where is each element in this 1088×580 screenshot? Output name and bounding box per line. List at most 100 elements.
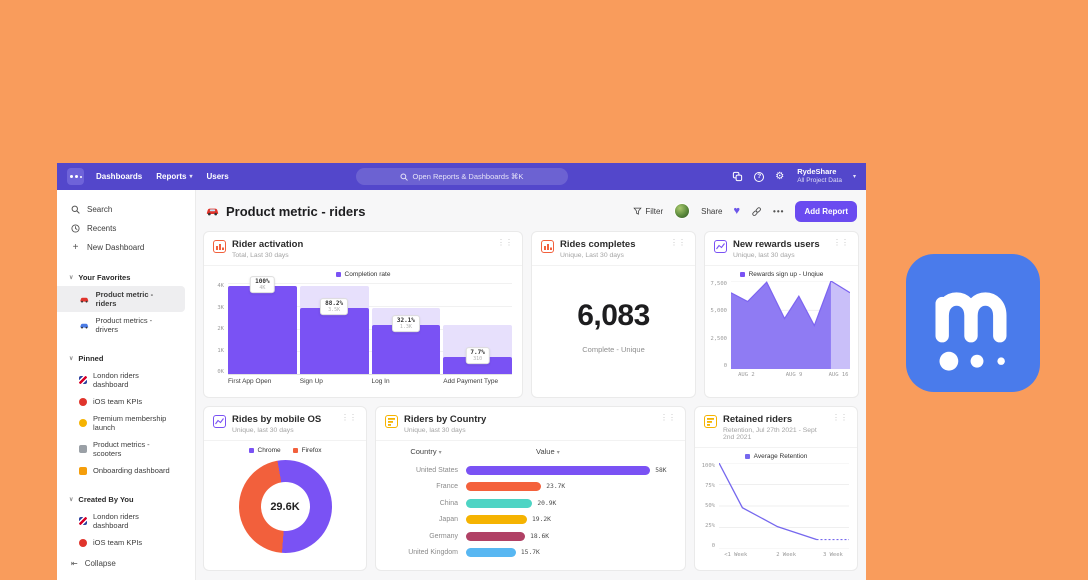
sidebar-item[interactable]: iOS team KPIs [57,393,185,410]
x-tick-label: 2 Week [776,552,797,558]
card-rides-by-mobile-os: Rides by mobile OS Unique, last 30 days … [203,406,367,571]
funnel-step[interactable]: 7.7% 310 [443,283,512,374]
nav-link-dashboards[interactable]: Dashboards [96,172,143,181]
retention-line-chart [719,463,849,549]
country-value: 58K [655,466,667,474]
country-bar [466,531,526,541]
workspace-subtitle: All Project Data [797,177,842,185]
table-row[interactable]: China 20.9K [386,495,673,512]
chevron-down-icon[interactable]: ▾ [852,173,856,180]
sidebar-item[interactable]: iOS team KPIs [57,534,185,551]
column-header-value[interactable]: Value ▾ [536,447,560,456]
table-row[interactable]: Japan 19.2K [386,512,673,529]
workspace-switcher[interactable]: RydeShare All Project Data [797,168,842,184]
donut-chart: 29.6K [238,460,332,553]
x-tick-label: Add Payment Type [443,378,499,385]
drag-handle-icon[interactable]: ⋮⋮ [341,413,357,422]
filter-button[interactable]: Filter [633,207,663,216]
dot-icon [74,175,78,178]
top-nav: Dashboards Reports ▾ Users Open Reports &… [57,163,866,190]
user-avatar[interactable] [674,203,691,219]
funnel-tooltip-value: 1.3K [399,324,412,331]
sidebar-item[interactable]: London riders dashboard [57,508,185,534]
funnel-step[interactable]: 88.2% 3.5K [299,283,369,374]
card-subtitle: Unique, last 30 days [733,252,795,259]
sidebar-item[interactable]: London riders dashboard [57,367,185,393]
country-label: United Kingdom [408,549,458,557]
sidebar-section: ∨ Created By You London riders dashboard iO… [57,491,195,551]
drag-handle-icon[interactable]: ⋮⋮ [833,238,849,247]
y-tick-label: 100% [701,463,715,469]
sidebar: Search Recents + New Dashboard ∨ Your Fav… [57,190,196,580]
nav-link-users[interactable]: Users [206,172,229,181]
table-row[interactable]: Germany 18.6K [386,528,673,545]
sidebar-item-label: Product metric - riders [95,290,154,308]
sidebar-item[interactable]: Onboarding dashboard [57,462,185,479]
sidebar-item-search[interactable]: Search [57,200,195,219]
table-row[interactable]: United States 58K [386,462,673,479]
legend-swatch [744,454,750,459]
drag-handle-icon[interactable]: ⋮⋮ [832,413,848,422]
card-title: Riders by Country [404,414,487,425]
sidebar-section-header[interactable]: ∨ Pinned [57,350,195,367]
card-rider-activation: Rider activation Total, Last 30 days ⋮⋮ … [203,231,523,398]
metric-value: 6,083 [577,299,650,332]
funnel-tooltip: 100% 4K [250,275,275,293]
sidebar-item-label: Product metrics - scooters [93,440,150,458]
card-subtitle: Unique, last 30 days [232,427,294,434]
column-header-country[interactable]: Country ▾ [410,447,442,456]
area-chart [731,281,850,369]
bar-chart-icon [385,415,398,428]
table-row[interactable]: France 23.7K [386,479,673,496]
card-title: Rides by mobile OS [232,414,322,425]
y-tick-label: 50% [705,503,715,509]
sidebar-section-header[interactable]: ∨ Your Favorites [57,269,195,286]
table-row[interactable]: United Kingdom 15.7K [386,545,673,562]
share-button[interactable]: Share [701,206,723,216]
y-tick-label: 3K [217,304,224,311]
funnel-tooltip-value: 310 [473,355,483,362]
sidebar-item-new-dashboard[interactable]: + New Dashboard [72,242,145,253]
card-retained-riders: Retained riders Retention, Jul 27th 2021… [694,406,858,571]
bar-track: 20.9K [466,498,673,508]
favorite-heart-icon[interactable]: ♥ [733,204,741,217]
app-menu-button[interactable] [67,168,84,185]
sidebar-collapse-button[interactable]: ⇤ Collapse [71,559,116,568]
sidebar-item-recents[interactable]: Recents [57,219,195,238]
x-axis-labels: First App Open Sign Up Log In Add Payment T… [228,375,512,385]
drag-handle-icon[interactable]: ⋮⋮ [670,238,686,247]
global-search-input[interactable]: Open Reports & Dashboards ⌘K [355,168,568,185]
settings-gear-icon[interactable]: ⚙ [775,170,785,182]
x-tick-label: First App Open [228,378,272,385]
line-chart-icon [714,240,727,253]
y-tick-label: 75% [705,483,715,489]
funnel-step[interactable]: 32.1% 1.3K [371,283,441,374]
funnel-chart-icon [541,240,554,253]
sidebar-section-header[interactable]: ∨ Created By You [57,491,195,508]
sidebar-item[interactable]: Product metric - riders [57,286,185,312]
bar-track: 19.2K [466,515,673,525]
y-axis-labels: 4K 3K 2K 1K 0K [210,283,228,375]
sidebar-item[interactable]: Product metrics - scooters [57,436,185,462]
sidebar-item[interactable]: Premium membership launch [57,410,185,436]
y-tick-label: 7,500 [710,281,727,287]
plus-icon: + [72,242,79,253]
country-value: 18.6K [530,532,550,540]
card-title: Rides completes [560,239,636,250]
nav-link-reports[interactable]: Reports ▾ [156,172,193,181]
more-options-button[interactable]: ••• [773,206,785,216]
collapse-arrow-icon: ⇤ [71,559,78,568]
help-icon[interactable]: ? [754,171,765,182]
drag-handle-icon[interactable]: ⋮⋮ [497,238,513,247]
copy-link-icon[interactable] [751,206,762,217]
app-window: Dashboards Reports ▾ Users Open Reports &… [57,163,866,580]
drag-handle-icon[interactable]: ⋮⋮ [660,413,676,422]
funnel-step[interactable]: 100% 4K [228,275,297,374]
legend-item: Chrome [248,447,281,454]
x-axis-labels: <1 Week 2 Week 3 Week [719,549,849,561]
x-tick-label: AUG 2 [738,372,755,378]
card-title: New rewards users [733,239,820,250]
apps-icon[interactable] [732,171,743,182]
add-report-button[interactable]: Add Report [795,200,857,222]
sidebar-item[interactable]: Product metrics - drivers [57,312,185,338]
